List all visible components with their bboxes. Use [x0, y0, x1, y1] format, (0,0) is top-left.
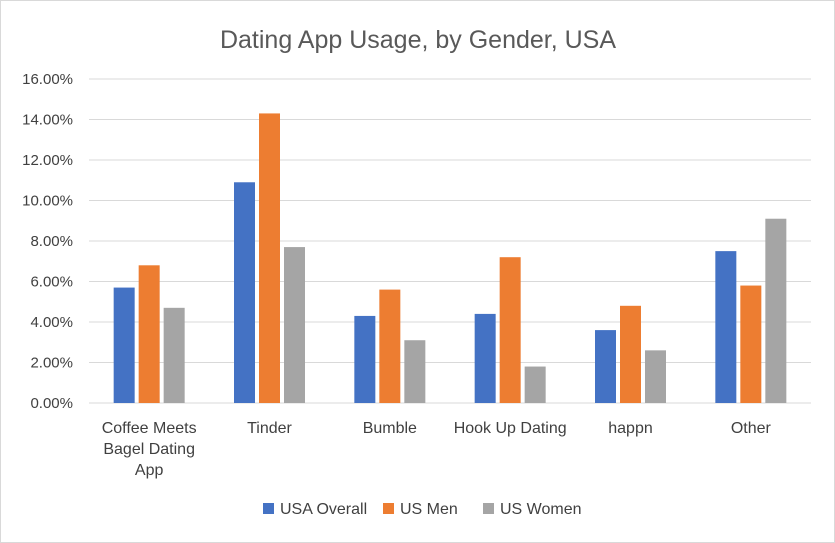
y-axis-ticks: 0.00% 2.00% 4.00% 6.00% 8.00% 10.00% 12.00% 14.…: [22, 71, 73, 412]
x-category-label: happn: [608, 420, 653, 437]
bar: [354, 315, 376, 403]
y-tick-label: 2.00%: [30, 355, 73, 372]
x-axis-categories: Coffee Meets Bagel Dating App Tinder Bumble H…: [102, 420, 772, 479]
bar: [715, 251, 737, 403]
x-category-label: Hook Up Dating: [454, 420, 567, 437]
bar: [740, 285, 762, 403]
bar: [524, 366, 546, 403]
x-category-label: Other: [731, 420, 772, 437]
y-tick-label: 0.00%: [30, 395, 73, 412]
bar: [645, 350, 666, 403]
bar: [163, 307, 185, 403]
legend-swatch: [483, 503, 494, 514]
bar: [595, 330, 616, 403]
y-tick-label: 8.00%: [30, 233, 73, 250]
y-tick-label: 12.00%: [22, 152, 73, 169]
y-tick-label: 6.00%: [30, 274, 73, 291]
y-tick-label: 10.00%: [22, 193, 73, 210]
bars: [113, 113, 787, 404]
bar: [284, 247, 305, 403]
bar: [379, 289, 401, 403]
y-tick-label: 16.00%: [22, 71, 73, 88]
bar: [620, 305, 641, 403]
bar: [404, 340, 426, 403]
x-category-label: Coffee Meets Bagel Dating App: [102, 420, 197, 479]
legend-label: US Women: [500, 501, 582, 518]
bar: [113, 287, 135, 403]
bar: [234, 182, 255, 403]
legend-swatch: [263, 503, 274, 514]
bar: [474, 313, 496, 403]
y-tick-label: 4.00%: [30, 314, 73, 331]
legend-swatch: [383, 503, 394, 514]
x-category-label: Tinder: [247, 420, 292, 437]
gridlines: [89, 78, 811, 404]
y-tick-label: 14.00%: [22, 112, 73, 129]
bar: [765, 218, 787, 403]
chart-title: Dating App Usage, by Gender, USA: [220, 26, 616, 54]
bar: [499, 257, 521, 403]
legend-label: US Men: [400, 501, 458, 518]
legend-label: USA Overall: [280, 501, 367, 518]
legend: USA Overall US Men US Women: [263, 501, 582, 518]
x-category-label: Bumble: [363, 420, 417, 437]
bar: [259, 113, 280, 404]
bar: [138, 265, 160, 403]
